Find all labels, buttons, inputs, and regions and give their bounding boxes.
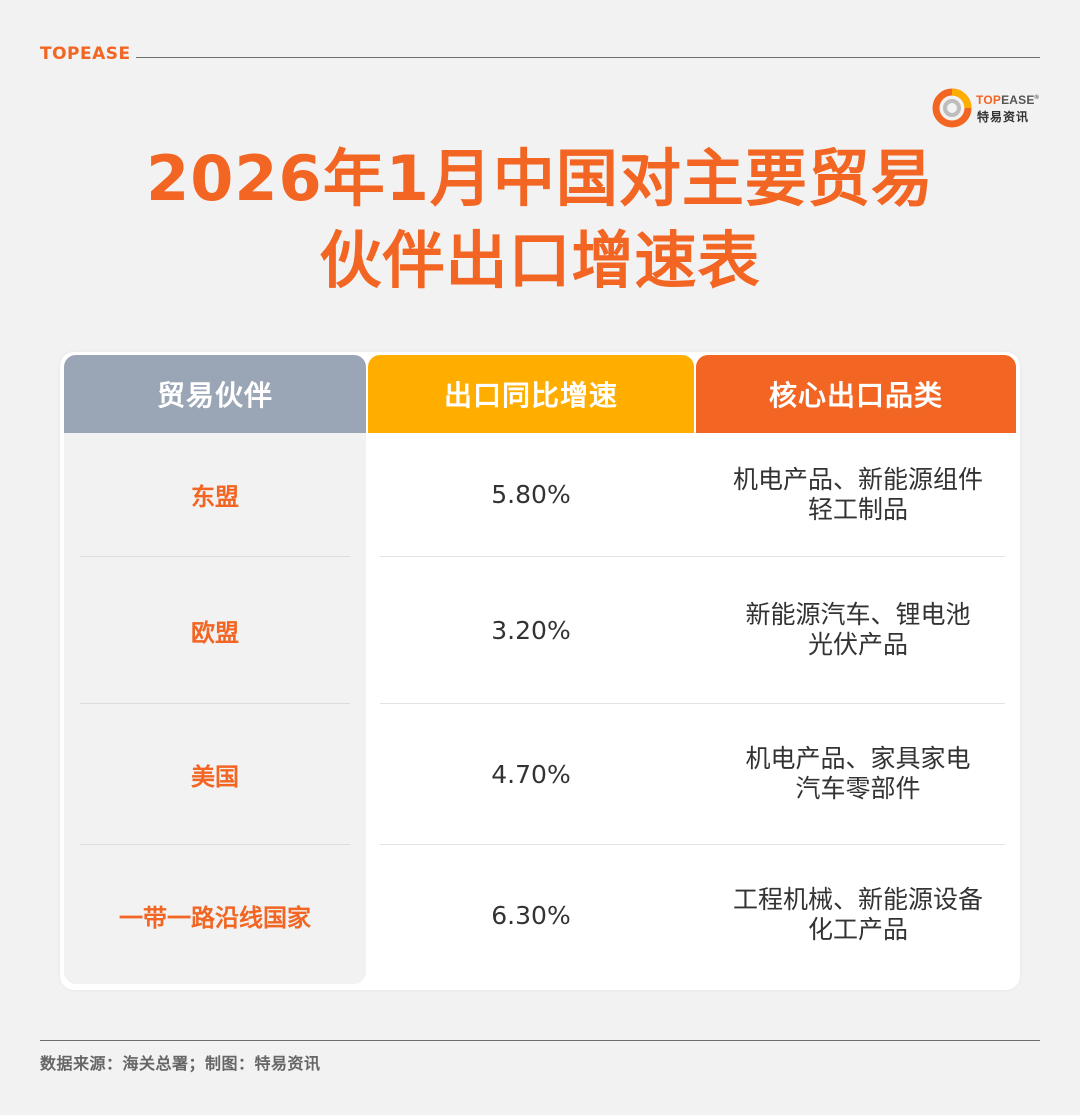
product-line: 工程机械、新能源设备: [732, 885, 983, 914]
data-source-note: 数据来源：海关总署；制图：特易资讯: [40, 1054, 321, 1073]
logo-ring-icon: [932, 88, 972, 128]
table-row-2-growth: 3.20%: [491, 615, 571, 645]
product-line: 新能源汽车、锂电池: [745, 600, 971, 629]
table-row-1-growth: 5.80%: [491, 480, 571, 509]
table-row-3-partner: 美国: [191, 762, 239, 791]
bottom-divider: [40, 1040, 1040, 1041]
table-row-4-partner: 一带一路沿线国家: [119, 903, 311, 932]
table-row-4-growth: 6.30%: [491, 900, 571, 930]
logo-wordmark: TOPEASE®: [976, 93, 1039, 107]
product-line: 汽车零部件: [795, 774, 921, 803]
product-line: 机电产品、新能源组件: [732, 464, 983, 494]
page-title: 2026年1月中国对主要贸易 伙伴出口增速表: [0, 138, 1080, 302]
logo-registered-mark: ®: [1034, 95, 1040, 101]
title-line-1: 2026年1月中国对主要贸易: [146, 142, 934, 215]
title-line-2: 伙伴出口增速表: [319, 224, 761, 297]
product-line: 化工产品: [807, 915, 908, 944]
product-line: 轻工制品: [807, 494, 908, 524]
product-line: 光伏产品: [807, 630, 908, 659]
logo-word-ease: EASE: [1001, 93, 1035, 107]
topease-logo: TOPEASE® 特易资讯: [932, 88, 1044, 128]
export-growth-table: 贸易伙伴 出口同比增速 核心出口品类 东盟 5.80% 机电产品、新能源组件 轻…: [60, 352, 1020, 990]
table-row-3-products: 机电产品、家具家电 汽车零部件: [696, 704, 1020, 844]
row-divider: [80, 556, 350, 557]
row-divider: [80, 703, 350, 704]
brand-label: TOPEASE: [40, 44, 131, 64]
row-divider: [380, 703, 1005, 704]
product-line: 机电产品、家具家电: [745, 744, 971, 773]
logo-subtitle: 特易资讯: [977, 110, 1030, 124]
partner-column-background: [64, 356, 366, 984]
table-row-3-growth: 4.70%: [491, 759, 571, 789]
table-row-2-partner: 欧盟: [191, 618, 239, 647]
top-divider: [136, 57, 1040, 58]
column-header-products: 核心出口品类: [696, 355, 1016, 433]
table-row-1-partner: 东盟: [191, 483, 239, 511]
row-divider: [380, 844, 1005, 845]
row-divider: [380, 556, 1005, 557]
column-header-growth: 出口同比增速: [368, 355, 694, 433]
logo-word-top: TOP: [976, 93, 1002, 107]
column-header-partner: 贸易伙伴: [64, 355, 366, 433]
table-row-1-products: 机电产品、新能源组件 轻工制品: [696, 433, 1020, 556]
row-divider: [80, 844, 350, 845]
table-row-4-products: 工程机械、新能源设备 化工产品: [696, 845, 1020, 985]
table-row-2-products: 新能源汽车、锂电池 光伏产品: [696, 557, 1020, 703]
